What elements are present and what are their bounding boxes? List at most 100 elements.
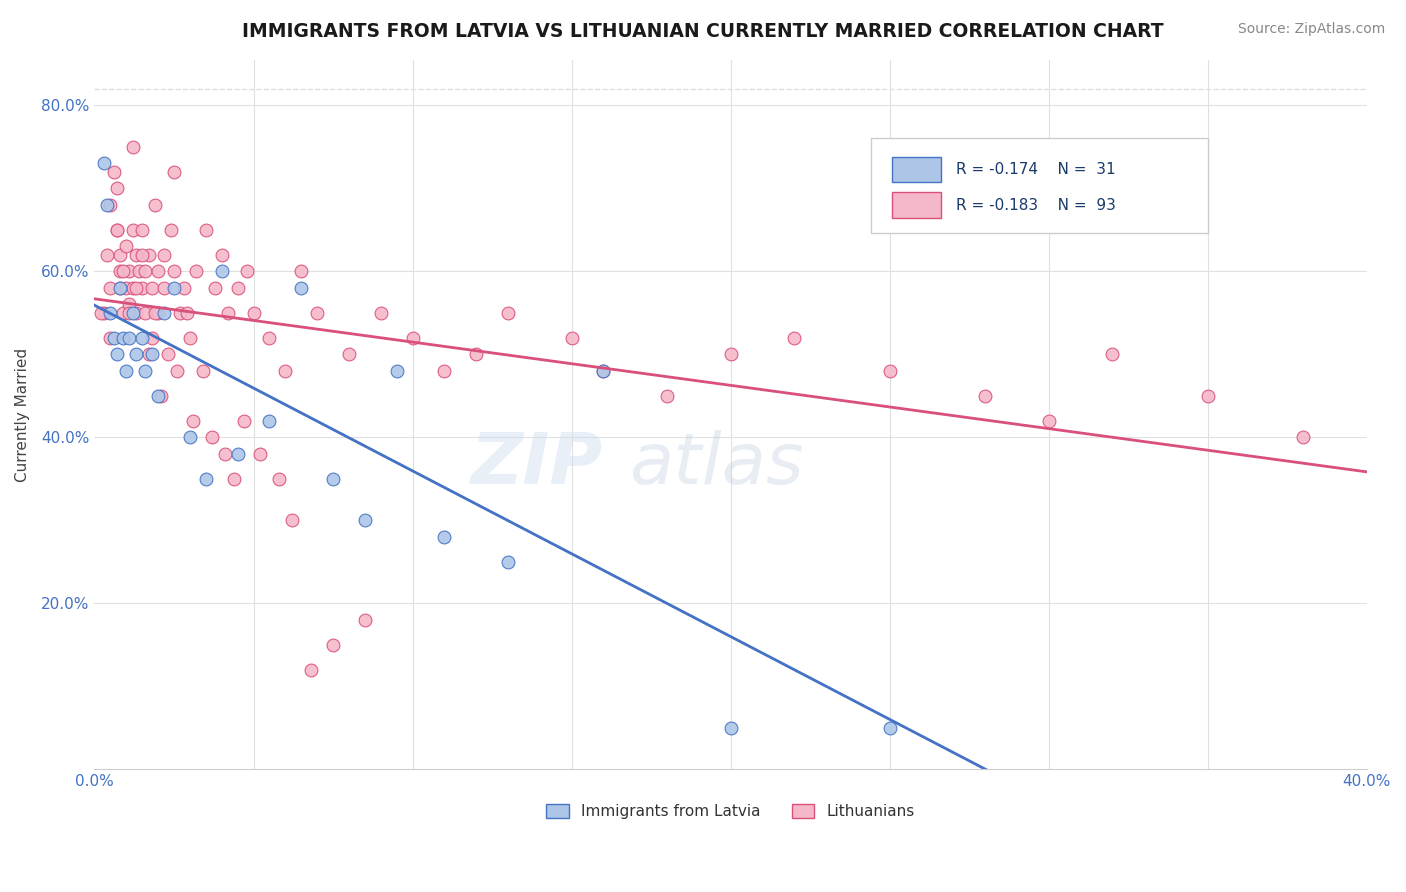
- Point: [105, 181, 128, 195]
- Point: [141, 281, 163, 295]
- Point: [150, 389, 173, 403]
- Point: [655, 389, 678, 403]
- Point: [720, 721, 742, 735]
- Point: [181, 414, 204, 428]
- Point: [121, 223, 143, 237]
- Point: [194, 472, 217, 486]
- Point: [115, 281, 138, 295]
- Point: [1197, 389, 1219, 403]
- Text: R = -0.174    N =  31: R = -0.174 N = 31: [956, 162, 1115, 178]
- Point: [879, 721, 901, 735]
- Point: [163, 281, 186, 295]
- Point: [249, 447, 271, 461]
- Point: [121, 281, 143, 295]
- Point: [108, 281, 131, 295]
- Y-axis label: Currently Married: Currently Married: [15, 347, 30, 482]
- Point: [112, 264, 135, 278]
- Point: [163, 164, 186, 178]
- Text: ZIP: ZIP: [471, 430, 603, 499]
- Bar: [893, 193, 941, 218]
- Point: [267, 472, 290, 486]
- Text: atlas: atlas: [628, 430, 803, 499]
- Point: [169, 306, 191, 320]
- Point: [299, 663, 322, 677]
- Point: [118, 331, 141, 345]
- Point: [1038, 414, 1060, 428]
- Point: [186, 264, 208, 278]
- Point: [211, 264, 233, 278]
- Point: [146, 306, 169, 320]
- Point: [259, 331, 281, 345]
- Point: [290, 281, 312, 295]
- Point: [100, 306, 122, 320]
- Point: [179, 331, 201, 345]
- Point: [433, 530, 456, 544]
- Point: [108, 281, 131, 295]
- Point: [337, 347, 360, 361]
- Point: [224, 472, 246, 486]
- Point: [163, 264, 186, 278]
- Point: [226, 447, 249, 461]
- Legend: Immigrants from Latvia, Lithuanians: Immigrants from Latvia, Lithuanians: [540, 798, 921, 825]
- Point: [592, 364, 614, 378]
- Point: [115, 364, 138, 378]
- Point: [96, 198, 118, 212]
- Point: [105, 223, 128, 237]
- Point: [100, 331, 122, 345]
- Text: IMMIGRANTS FROM LATVIA VS LITHUANIAN CURRENTLY MARRIED CORRELATION CHART: IMMIGRANTS FROM LATVIA VS LITHUANIAN CUR…: [242, 22, 1164, 41]
- Point: [141, 331, 163, 345]
- Point: [194, 223, 217, 237]
- Point: [108, 247, 131, 261]
- Point: [108, 264, 131, 278]
- Point: [433, 364, 456, 378]
- Point: [125, 347, 148, 361]
- Point: [121, 140, 143, 154]
- Point: [100, 198, 122, 212]
- Point: [118, 306, 141, 320]
- Point: [974, 389, 997, 403]
- Point: [105, 347, 128, 361]
- Point: [226, 281, 249, 295]
- Point: [217, 306, 239, 320]
- Point: [153, 306, 176, 320]
- Point: [259, 414, 281, 428]
- Point: [121, 306, 143, 320]
- Point: [783, 331, 806, 345]
- Point: [166, 364, 188, 378]
- Point: [153, 247, 176, 261]
- Point: [156, 347, 179, 361]
- Point: [115, 239, 138, 253]
- Point: [141, 347, 163, 361]
- Point: [125, 281, 148, 295]
- Point: [118, 297, 141, 311]
- Point: [353, 613, 375, 627]
- Point: [125, 306, 148, 320]
- Point: [307, 306, 329, 320]
- Point: [100, 281, 122, 295]
- Point: [90, 306, 112, 320]
- Point: [204, 281, 226, 295]
- Point: [242, 306, 264, 320]
- Point: [112, 331, 135, 345]
- Point: [128, 264, 150, 278]
- Point: [103, 331, 125, 345]
- Point: [274, 364, 297, 378]
- Point: [105, 223, 128, 237]
- Point: [385, 364, 408, 378]
- Point: [322, 638, 344, 652]
- Point: [561, 331, 583, 345]
- Point: [353, 513, 375, 527]
- Point: [465, 347, 488, 361]
- Point: [112, 306, 135, 320]
- Point: [879, 364, 901, 378]
- Point: [134, 264, 156, 278]
- Point: [93, 156, 115, 170]
- Point: [179, 430, 201, 444]
- Point: [146, 264, 169, 278]
- Point: [401, 331, 423, 345]
- Point: [1101, 347, 1123, 361]
- Point: [233, 414, 256, 428]
- Point: [125, 247, 148, 261]
- Point: [496, 555, 519, 569]
- Point: [290, 264, 312, 278]
